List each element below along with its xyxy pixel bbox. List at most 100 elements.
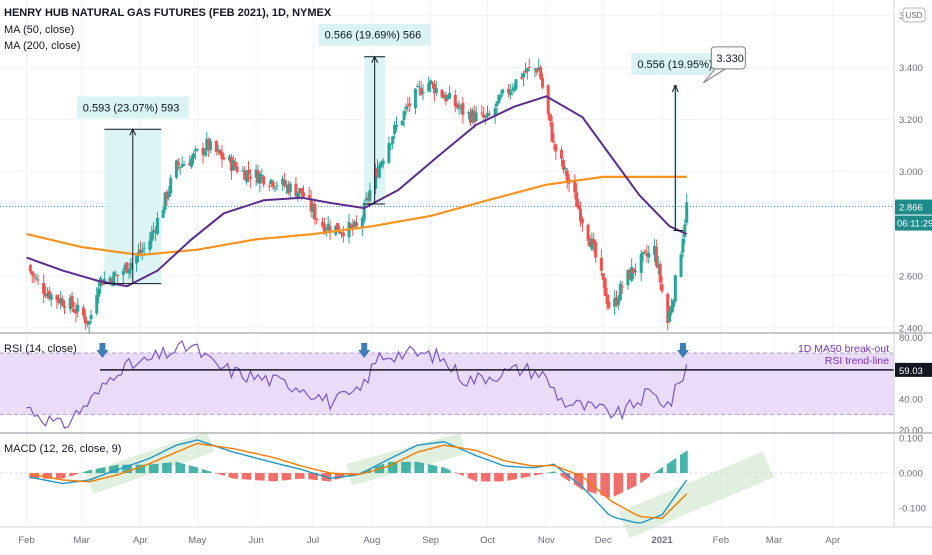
- candle-body: [74, 310, 78, 314]
- macd-histogram-bar: [255, 473, 258, 481]
- candle-body: [203, 150, 207, 156]
- candle-body: [586, 224, 590, 241]
- macd-histogram-bar: [31, 473, 34, 479]
- macd-histogram-bar: [674, 458, 677, 474]
- candle-body: [594, 242, 598, 258]
- macd-histogram-bar: [63, 473, 66, 479]
- price-callout[interactable]: 3.330: [702, 46, 746, 84]
- macd-histogram-bar: [129, 464, 132, 474]
- candle-body: [419, 88, 423, 95]
- candle-body: [254, 169, 258, 178]
- macd-histogram-bar: [422, 463, 425, 474]
- macd-histogram-bar: [338, 473, 341, 479]
- candle-body: [620, 286, 624, 288]
- macd-histogram-bar: [296, 473, 299, 479]
- macd-legend[interactable]: MACD (12, 26, close, 9): [4, 443, 121, 455]
- macd-histogram-bar: [48, 473, 51, 479]
- candle-body: [112, 272, 116, 287]
- candle-body: [360, 218, 364, 228]
- measure-arrowhead: [671, 84, 679, 93]
- macd-histogram-bar: [602, 473, 605, 496]
- macd-histogram-bar: [112, 465, 115, 474]
- time-axis-tick-label: Jun: [248, 535, 263, 546]
- macd-histogram-bar: [680, 454, 683, 474]
- candle-body: [286, 184, 290, 194]
- candle-body: [322, 223, 326, 233]
- candle-body: [381, 160, 385, 165]
- candle-body: [355, 222, 359, 227]
- macd-histogram-bar: [564, 473, 567, 479]
- ma200-legend[interactable]: MA (200, close): [4, 40, 80, 52]
- candle-layer: [28, 58, 689, 334]
- candle-body: [362, 202, 366, 221]
- candle-body: [271, 181, 275, 188]
- macd-histogram-bar: [647, 473, 650, 478]
- macd-histogram-bar: [429, 464, 432, 474]
- macd-histogram-bar: [511, 473, 514, 480]
- candle-body: [302, 192, 306, 197]
- macd-histogram-bar: [95, 468, 98, 474]
- candle-body: [671, 300, 675, 308]
- macd-histogram-bar: [76, 473, 79, 474]
- time-axis-tick-label: 2021: [651, 535, 673, 546]
- macd-histogram-bar: [537, 473, 540, 475]
- measure-label-1[interactable]: 0.593 (23.07%) 593: [76, 96, 189, 119]
- candle-body: [165, 191, 169, 200]
- macd-histogram-bar: [488, 473, 491, 482]
- time-axis-tick-label: Dec: [595, 535, 612, 546]
- candle-body: [421, 91, 425, 93]
- ma50-legend[interactable]: MA (50, close): [4, 24, 74, 36]
- candle-body: [313, 203, 317, 220]
- candle-body: [95, 295, 99, 314]
- macd-histogram-bar: [459, 473, 462, 475]
- candle-body: [453, 95, 457, 107]
- macd-histogram-bar: [298, 473, 301, 479]
- candle-body: [163, 192, 167, 210]
- macd-histogram-bar: [241, 473, 244, 480]
- macd-histogram-bar: [272, 473, 275, 482]
- macd-histogram-bar: [562, 473, 565, 478]
- candle-body: [603, 278, 607, 296]
- macd-histogram-bar: [103, 467, 106, 474]
- candle-body: [155, 217, 159, 235]
- macd-histogram-bar: [461, 473, 464, 476]
- candle-body: [142, 247, 146, 249]
- candle-body: [376, 168, 380, 178]
- macd-histogram-bar: [606, 473, 609, 497]
- macd-histogram-bar: [514, 473, 517, 480]
- macd-histogram-bar: [416, 461, 419, 474]
- macd-histogram-bar: [657, 470, 660, 474]
- candle-body: [546, 85, 550, 115]
- currency-button[interactable]: [902, 7, 926, 23]
- rsi-legend[interactable]: RSI (14, close): [4, 343, 77, 355]
- macd-histogram-bar: [82, 472, 85, 474]
- candle-body: [400, 120, 404, 125]
- macd-signal-line[interactable]: [30, 442, 688, 520]
- candle-body: [374, 169, 378, 189]
- time-axis-tick-label: May: [188, 535, 206, 546]
- macd-histogram-bar: [645, 473, 648, 479]
- candle-body: [364, 198, 368, 201]
- measure-text-1: 0.593 (23.07%) 593: [83, 102, 180, 114]
- macd-histogram-bar: [274, 473, 277, 482]
- macd-histogram-bar: [329, 473, 332, 482]
- macd-histogram-bar: [458, 473, 461, 475]
- candle-body: [470, 110, 474, 123]
- candle-body: [679, 254, 683, 277]
- candle-body: [482, 114, 486, 118]
- candle-body: [520, 76, 524, 79]
- macd-histogram-bar: [577, 473, 580, 488]
- rsi-line[interactable]: [26, 339, 688, 429]
- macd-histogram-bar: [71, 473, 74, 476]
- macd-histogram-bar: [35, 473, 38, 479]
- macd-histogram-bar: [230, 473, 233, 479]
- axis-layer: Feb Mar Apr May Jun Jul Aug Sep Oct Nov Dec 2021 Feb…: [18, 11, 926, 546]
- candle-body: [493, 108, 497, 116]
- measure-label-2[interactable]: 0.566 (19.69%) 566: [318, 23, 431, 46]
- candle-body: [148, 240, 152, 250]
- measure-label-3[interactable]: 0.556 (19.95%) 5: [631, 52, 722, 75]
- ma200-line[interactable]: [26, 175, 687, 257]
- ma50-line[interactable]: [26, 95, 688, 288]
- candle-body: [404, 106, 408, 110]
- macd-histogram-bar: [427, 464, 430, 474]
